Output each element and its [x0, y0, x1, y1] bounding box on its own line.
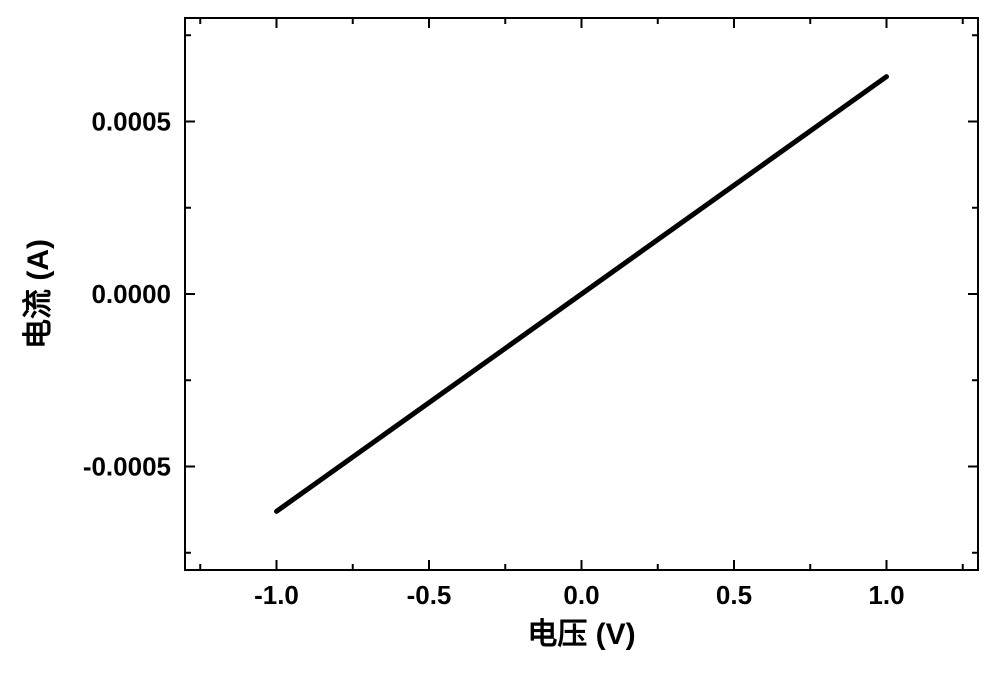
- y-tick-label: 0.0005: [91, 107, 171, 137]
- x-tick-label: -1.0: [254, 580, 299, 610]
- series-IV-curve: [277, 77, 887, 512]
- x-tick-label: 0.5: [716, 580, 752, 610]
- x-axis-title: 电压 (V): [527, 618, 635, 651]
- y-tick-label: -0.0005: [83, 452, 171, 482]
- iv-chart: -1.0 -0.5 0.0 0.5 1.0 -0.0005 0.0000 0.0005 电压 (…: [0, 0, 1000, 683]
- x-tick-label: 0.0: [563, 580, 599, 610]
- x-tick-label: 1.0: [868, 580, 904, 610]
- y-tick-label: 0.0000: [91, 279, 171, 309]
- x-tick-label: -0.5: [407, 580, 452, 610]
- y-axis-title: 电流 (A): [22, 239, 55, 349]
- chart-svg: -1.0 -0.5 0.0 0.5 1.0 -0.0005 0.0000 0.0005 电压 (…: [0, 0, 1000, 683]
